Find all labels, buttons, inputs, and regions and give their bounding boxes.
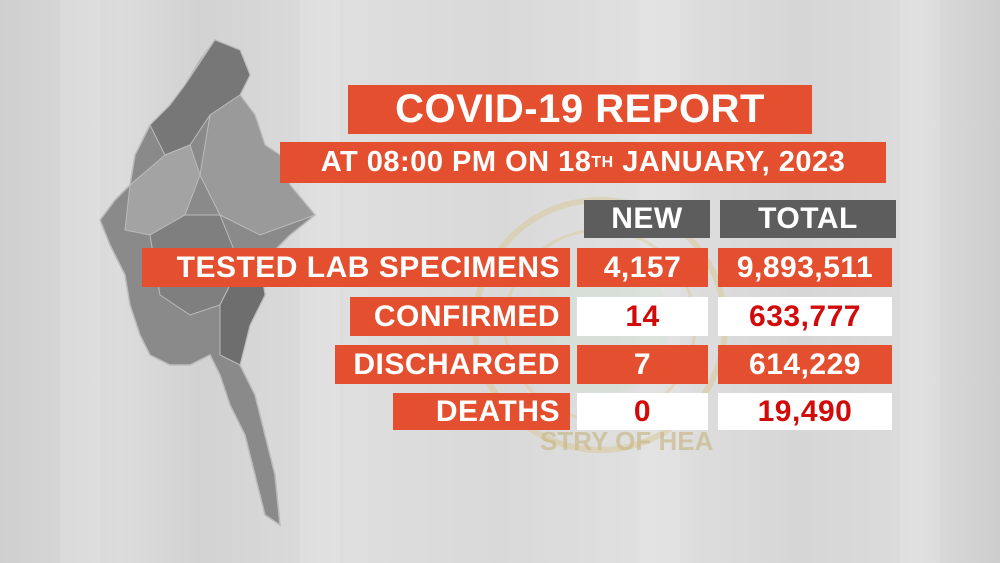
total-value: 614,229 (718, 345, 892, 384)
column-header-total: TOTAL (720, 200, 896, 238)
new-value: 7 (577, 345, 708, 384)
new-value: 14 (577, 297, 708, 336)
background-stripe (60, 0, 100, 563)
subtitle-suffix: JANUARY, 2023 (613, 146, 846, 178)
total-value: 633,777 (718, 297, 892, 336)
row-label: DISCHARGED (335, 345, 570, 384)
row-label: CONFIRMED (350, 297, 570, 336)
row-label: DEATHS (393, 393, 570, 430)
total-value: 19,490 (718, 393, 892, 430)
new-value: 4,157 (577, 248, 708, 287)
total-value: 9,893,511 (718, 248, 892, 287)
new-value: 0 (577, 393, 708, 430)
report-subtitle: AT 08:00 PM ON 18 TH JANUARY, 2023 (280, 142, 886, 183)
seal-text: STRY OF HEA (540, 426, 714, 456)
background-stripe (900, 0, 940, 563)
report-title: COVID-19 REPORT (348, 85, 812, 134)
subtitle-ordinal: TH (591, 153, 614, 171)
column-header-new: NEW (584, 200, 710, 238)
row-label: TESTED LAB SPECIMENS (142, 248, 570, 287)
subtitle-prefix: AT 08:00 PM ON 18 (320, 146, 592, 178)
